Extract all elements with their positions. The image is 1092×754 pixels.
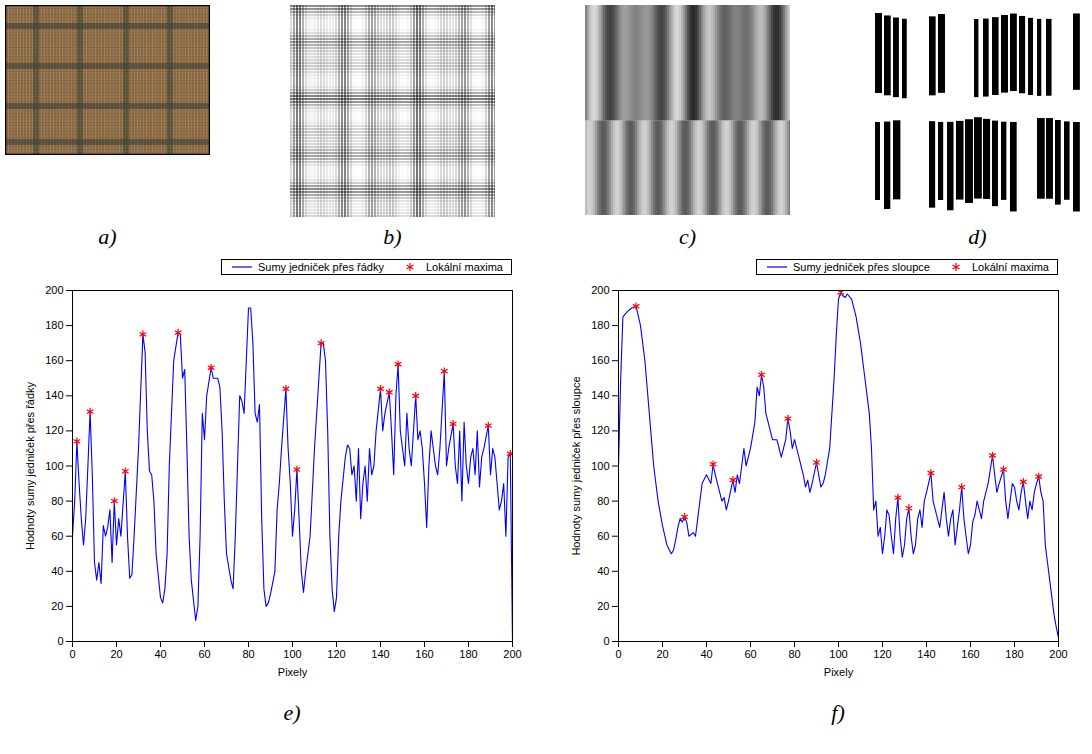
svg-text:Hodnoty sumy jedniček přes řád: Hodnoty sumy jedniček přes řádky	[24, 381, 36, 550]
svg-text:120: 120	[873, 648, 891, 660]
html-text:Sumy jedniček přes sloupce: Sumy jedniček přes sloupce	[793, 261, 930, 273]
svg-text:60: 60	[597, 530, 609, 542]
svg-text:200: 200	[1049, 648, 1067, 660]
svg-text:120: 120	[45, 424, 63, 436]
svg-text:180: 180	[1005, 648, 1023, 660]
svg-text:140: 140	[917, 648, 935, 660]
svg-text:200: 200	[591, 284, 609, 296]
svg-text:200: 200	[503, 648, 521, 660]
svg-text:120: 120	[591, 424, 609, 436]
svg-text:0: 0	[603, 635, 609, 647]
svg-text:100: 100	[829, 648, 847, 660]
svg-text:40: 40	[700, 648, 712, 660]
svg-text:0: 0	[69, 648, 75, 660]
html-text:b): b)	[383, 224, 402, 249]
svg-text:60: 60	[51, 530, 63, 542]
svg-text:40: 40	[597, 565, 609, 577]
svg-text:200: 200	[45, 284, 63, 296]
html-text:Lokální maxima: Lokální maxima	[972, 261, 1049, 273]
svg-text:0: 0	[57, 635, 63, 647]
svg-text:20: 20	[51, 600, 63, 612]
svg-text:160: 160	[415, 648, 433, 660]
svg-text:160: 160	[591, 354, 609, 366]
svg-text:140: 140	[45, 389, 63, 401]
html-text:Sumy jedniček přes řádky: Sumy jedniček přes řádky	[258, 261, 384, 273]
svg-text:80: 80	[51, 495, 63, 507]
svg-text:180: 180	[45, 319, 63, 331]
svg-text:20: 20	[597, 600, 609, 612]
html-text:a): a)	[98, 224, 117, 249]
html-text:d): d)	[968, 224, 987, 249]
svg-text:140: 140	[591, 389, 609, 401]
html-text:Lokální maxima: Lokální maxima	[426, 261, 503, 273]
svg-text:180: 180	[591, 319, 609, 331]
svg-text:100: 100	[283, 648, 301, 660]
svg-text:100: 100	[45, 460, 63, 472]
svg-text:0: 0	[615, 648, 621, 660]
svg-text:40: 40	[51, 565, 63, 577]
svg-text:80: 80	[597, 495, 609, 507]
svg-text:Hodnoty sumy jedniček přes slo: Hodnoty sumy jedniček přes sloupce	[570, 376, 582, 555]
svg-text:Pixely: Pixely	[278, 666, 308, 678]
svg-text:140: 140	[371, 648, 389, 660]
svg-text:180: 180	[459, 648, 477, 660]
svg-text:160: 160	[961, 648, 979, 660]
svg-text:60: 60	[744, 648, 756, 660]
svg-text:160: 160	[45, 354, 63, 366]
svg-text:80: 80	[242, 648, 254, 660]
svg-text:100: 100	[591, 460, 609, 472]
svg-text:20: 20	[656, 648, 668, 660]
svg-text:40: 40	[154, 648, 166, 660]
html-text:f): f)	[831, 700, 845, 725]
html-text:e): e)	[283, 700, 301, 725]
svg-text:Pixely: Pixely	[824, 666, 854, 678]
svg-text:80: 80	[788, 648, 800, 660]
svg-text:120: 120	[327, 648, 345, 660]
svg-text:20: 20	[110, 648, 122, 660]
html-text:c): c)	[679, 224, 696, 249]
svg-text:60: 60	[198, 648, 210, 660]
